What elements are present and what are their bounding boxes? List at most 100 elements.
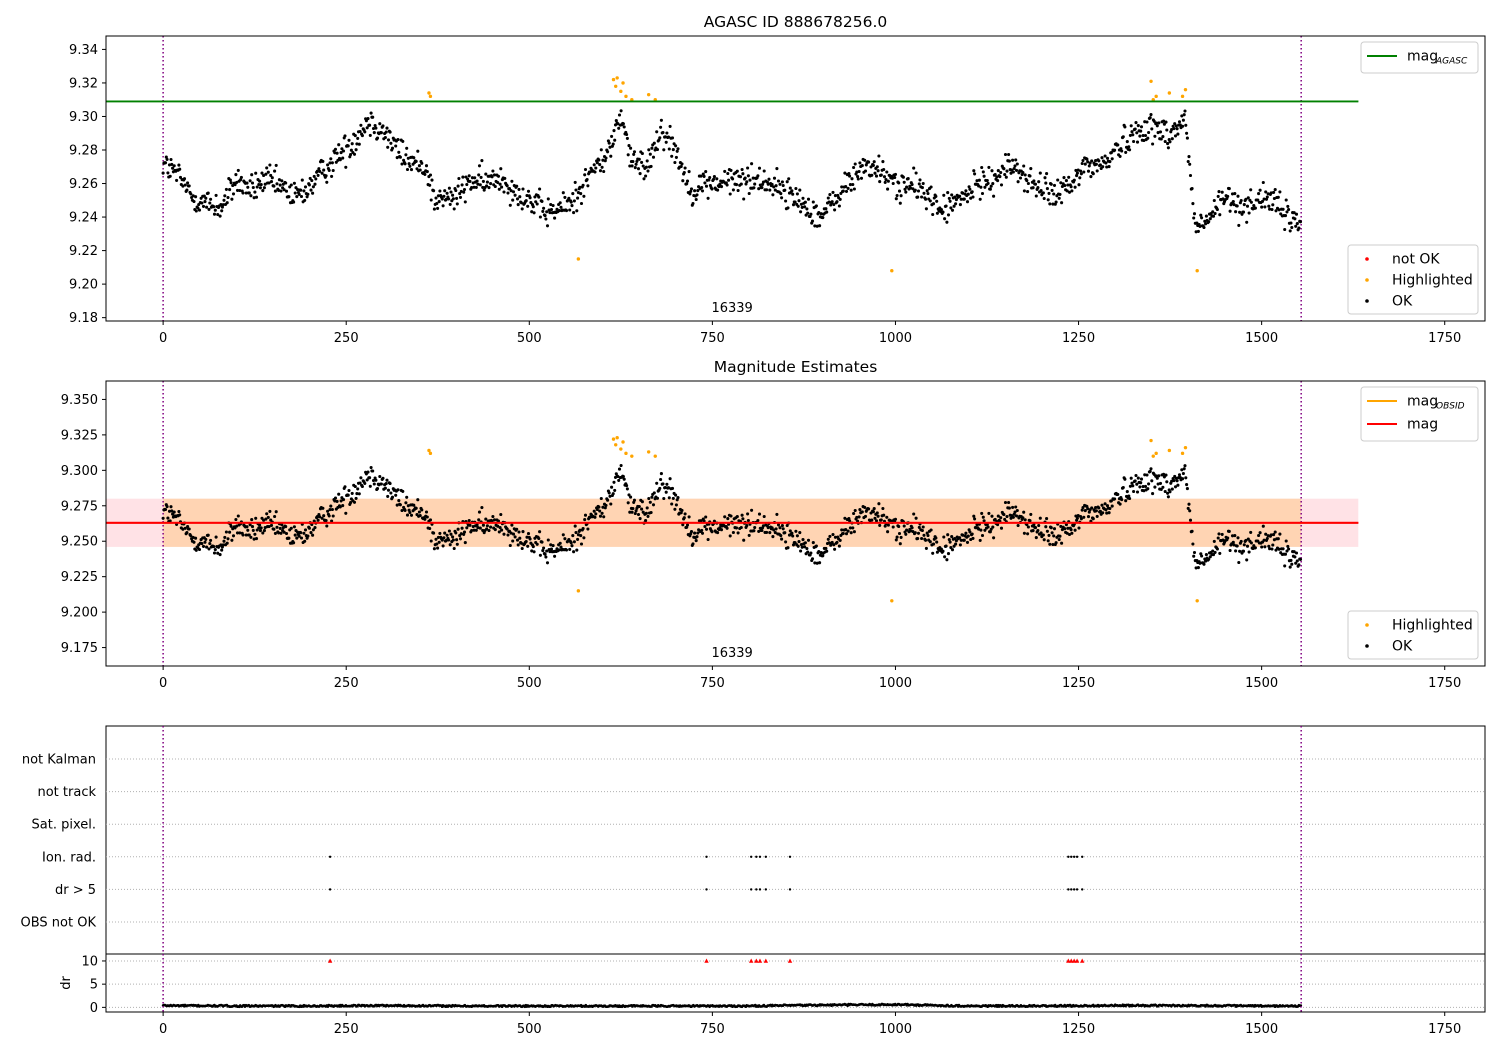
ok-point: [752, 186, 756, 190]
ok-point: [264, 517, 268, 521]
ok-point: [1217, 532, 1221, 536]
ok-point: [573, 180, 577, 184]
ok-point: [269, 173, 273, 177]
ok-point: [435, 201, 439, 206]
ok-point: [613, 488, 617, 492]
obsid-annotation: 16339: [711, 646, 752, 661]
ok-point: [462, 190, 466, 194]
ok-point: [1216, 194, 1220, 198]
ok-point: [644, 174, 648, 178]
ok-point: [891, 181, 895, 186]
ok-point: [246, 528, 250, 532]
ok-point: [1192, 550, 1197, 555]
ok-point: [409, 168, 414, 172]
ok-point: [300, 178, 304, 182]
highlighted-point: [646, 450, 651, 454]
ok-point: [662, 496, 666, 501]
ok-point: [167, 509, 172, 513]
ok-point: [996, 179, 1000, 183]
ok-point: [352, 500, 357, 504]
ok-point: [203, 200, 207, 204]
ok-point: [943, 555, 947, 559]
ok-point: [1050, 188, 1054, 192]
ok-point: [429, 539, 433, 543]
ok-point: [544, 217, 548, 221]
ok-point: [231, 534, 236, 538]
ok-point: [826, 537, 830, 541]
ok-point: [688, 192, 692, 196]
ok-point: [170, 509, 174, 513]
ok-point: [1002, 167, 1006, 171]
ok-point: [1157, 474, 1161, 478]
ok-point: [891, 525, 895, 529]
ok-point: [185, 188, 189, 192]
ok-point: [1051, 542, 1055, 547]
ok-point: [1147, 130, 1151, 135]
ok-point: [999, 526, 1004, 530]
ok-point: [640, 160, 644, 164]
ok-point: [430, 178, 434, 182]
ok-point: [1132, 139, 1136, 144]
ok-point: [841, 189, 845, 193]
ok-point: [420, 161, 424, 165]
ok-point: [617, 467, 622, 471]
ok-point: [251, 528, 255, 532]
ok-point: [526, 532, 531, 536]
ok-point: [1159, 487, 1163, 491]
ok-point: [944, 204, 948, 208]
ok-point: [818, 224, 822, 228]
ok-point: [670, 502, 674, 506]
ok-point: [356, 136, 360, 140]
ok-point: [857, 169, 861, 174]
flag-row-label: dr > 5: [55, 883, 96, 898]
ok-point: [1178, 123, 1182, 127]
ok-point: [1191, 542, 1195, 546]
ok-point: [1081, 506, 1085, 510]
ok-point: [378, 474, 382, 479]
ok-point: [335, 499, 339, 503]
ok-point: [299, 188, 303, 192]
ok-point: [432, 189, 436, 193]
ok-point: [183, 526, 187, 530]
highlighted-point: [890, 269, 894, 273]
ok-point: [254, 195, 259, 199]
ok-point: [1295, 559, 1299, 563]
ok-point: [284, 531, 289, 536]
ok-point: [644, 519, 648, 523]
ok-point: [1173, 122, 1177, 126]
ok-point: [1297, 226, 1301, 230]
ok-point: [928, 199, 932, 203]
ok-point: [645, 506, 649, 510]
ok-point: [1078, 176, 1082, 180]
ok-point: [261, 531, 265, 535]
ok-point: [1039, 188, 1043, 193]
ok-point: [1036, 528, 1040, 533]
ok-point: [1252, 204, 1256, 208]
ok-point: [534, 200, 538, 204]
ok-point: [181, 527, 185, 531]
ok-point: [373, 123, 377, 128]
ok-point: [470, 528, 474, 533]
ok-point: [946, 533, 950, 537]
ok-point: [899, 535, 903, 539]
ok-point: [1097, 506, 1101, 510]
ok-point: [245, 181, 249, 185]
ok-point: [223, 194, 227, 198]
ok-point: [455, 196, 459, 200]
ok-point: [500, 528, 504, 532]
x-tick-label: 0: [159, 331, 167, 346]
ok-point: [386, 494, 390, 498]
ok-point: [616, 474, 620, 479]
ok-point: [564, 209, 569, 213]
ok-point: [405, 146, 409, 150]
ok-point: [897, 189, 902, 193]
ok-point: [1190, 529, 1194, 533]
ok-point: [781, 527, 785, 531]
ok-point: [436, 535, 440, 539]
ok-point: [638, 517, 642, 521]
ok-point: [776, 523, 781, 527]
ok-point: [347, 488, 351, 493]
ok-point: [738, 175, 743, 179]
ok-point: [250, 173, 254, 177]
ok-point: [338, 158, 342, 162]
